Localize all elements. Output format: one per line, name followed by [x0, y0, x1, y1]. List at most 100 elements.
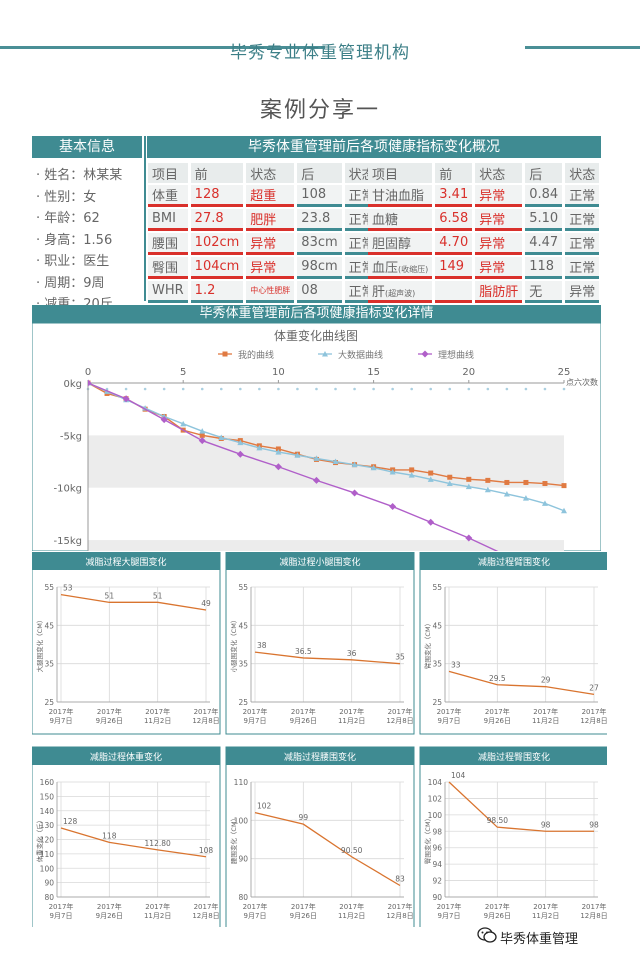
data-label: 118 [102, 831, 117, 840]
y-tick-label: 35 [432, 660, 442, 669]
data-label: 33 [451, 660, 461, 669]
info-item: · 职业：医生 [36, 254, 110, 269]
x-tick-label: 0 [85, 367, 91, 378]
data-label: 98 [541, 820, 551, 829]
table-row: 体重 128 超重 108 正常 [148, 185, 379, 207]
legend-item: 我的曲线 [218, 349, 274, 361]
org-name: 毕秀专业体重管理机构 [230, 43, 410, 63]
before-cell: 1.2 [190, 281, 244, 303]
chart-frame [225, 746, 415, 927]
y-axis-label: 臂围变化（CM） [423, 620, 432, 669]
status-before-cell: 异常 [246, 233, 295, 255]
after-cell: 无 [525, 281, 563, 303]
dotted-marker [505, 387, 509, 391]
data-point [485, 477, 491, 483]
data-point [447, 474, 453, 480]
y-axis-label: 小腿围变化（CM） [229, 617, 238, 673]
data-point [199, 432, 205, 438]
data-point [312, 476, 320, 484]
status-after-cell: 异常 [565, 281, 600, 303]
x-tick-label: 2017年 [145, 707, 170, 716]
dotted-marker [353, 387, 356, 391]
x-tick-label: 11月2日 [532, 912, 559, 920]
small-chart: 减脂过程大腿围变化55453525大腿围变化（CM）2017年9月7日2017年… [32, 552, 221, 735]
x-tick-label: 2017年 [339, 707, 364, 716]
chart-title: 减脂过程臂围变化 [478, 556, 550, 568]
data-point [523, 479, 529, 485]
before-cell: 128 [190, 185, 244, 207]
dotted-marker [372, 387, 375, 391]
data-point [236, 450, 244, 458]
data-point [122, 395, 130, 403]
dotted-marker [429, 387, 433, 391]
x-unit-label: 点六次数 [566, 377, 598, 387]
data-point [389, 503, 397, 511]
x-tick-label: 11月2日 [532, 717, 559, 725]
y-tick-label: 90 [44, 879, 54, 888]
data-point [541, 500, 548, 506]
data-point [322, 351, 328, 357]
header-rule-right [525, 46, 640, 49]
small-chart: 减脂过程臂围变化55453525臂围变化（CM）2017年9月7日2017年9月… [419, 552, 607, 735]
chart-title-bar [420, 747, 607, 765]
x-tick-label: 2017年 [243, 902, 268, 911]
status-after-cell: 正常 [565, 233, 600, 255]
after-cell: 98cm [297, 257, 342, 279]
footer-brand: 毕秀体重管理 [500, 932, 579, 947]
small-charts: 减脂过程大腿围变化55453525大腿围变化（CM）2017年9月7日2017年… [32, 552, 607, 927]
x-tick-label: 9月7日 [438, 912, 461, 920]
x-tick-label: 2017年 [485, 902, 510, 911]
y-tick-label: 90 [238, 855, 248, 864]
legend-item: 理想曲线 [418, 349, 474, 361]
y-tick-label: 35 [44, 660, 54, 669]
dotted-marker [486, 387, 490, 391]
data-point [351, 489, 359, 497]
item-sub: (超声波) [385, 289, 416, 298]
x-tick-label: 2017年 [437, 707, 462, 716]
y-tick-label: 25 [44, 698, 54, 707]
x-tick-label: 2017年 [437, 902, 462, 911]
table-row: 腰围 102cm 异常 83cm 正常 [148, 233, 379, 255]
data-label: 98.50 [487, 816, 509, 825]
y-tick-label: 100 [40, 864, 55, 873]
y-axis-label: 腰围变化（CM） [229, 815, 238, 864]
after-cell: 23.8 [297, 209, 342, 231]
x-tick-label: 2017年 [533, 902, 558, 911]
data-point [421, 350, 429, 358]
table-header-cell: 状态 [565, 163, 600, 183]
table-row: 血糖 6.58 异常 5.10 正常 [368, 209, 600, 231]
info-item: · 年龄：62 [36, 211, 100, 226]
grid-band [88, 540, 564, 551]
y-tick-label: 80 [44, 893, 54, 902]
chart-title: 减脂过程大腿围变化 [85, 556, 166, 568]
x-tick-label: 9月26日 [484, 717, 511, 725]
y-tick-label: 100 [234, 816, 249, 825]
series-line [448, 670, 595, 695]
legend-label: 理想曲线 [438, 349, 474, 361]
y-tick-label: 55 [432, 583, 442, 592]
item-cell: BMI [148, 209, 188, 231]
x-tick-label: 12月8日 [386, 717, 413, 725]
before-cell: 102cm [190, 233, 244, 255]
series-line [254, 651, 401, 665]
status-before-cell: 超重 [246, 185, 295, 207]
y-tick-label: 25 [238, 698, 248, 707]
data-point [256, 444, 263, 451]
dotted-marker [162, 387, 166, 391]
y-tick-label: 98 [432, 827, 442, 836]
data-point [484, 486, 491, 493]
series-line [254, 812, 401, 887]
table-header-cell: 状态 [475, 163, 523, 183]
table-header-cell: 后 [297, 163, 342, 183]
series-line [448, 781, 594, 832]
x-tick-label: 2017年 [291, 902, 316, 911]
item-cell: 甘油血脂 [368, 185, 433, 207]
x-tick-label: 11月2日 [144, 912, 171, 920]
table-header-cell: 项目 [148, 163, 188, 183]
data-point [160, 416, 168, 424]
chart-frame [32, 746, 221, 927]
data-label: 99 [299, 813, 309, 822]
data-label: 108 [199, 846, 214, 855]
data-point [275, 449, 282, 455]
